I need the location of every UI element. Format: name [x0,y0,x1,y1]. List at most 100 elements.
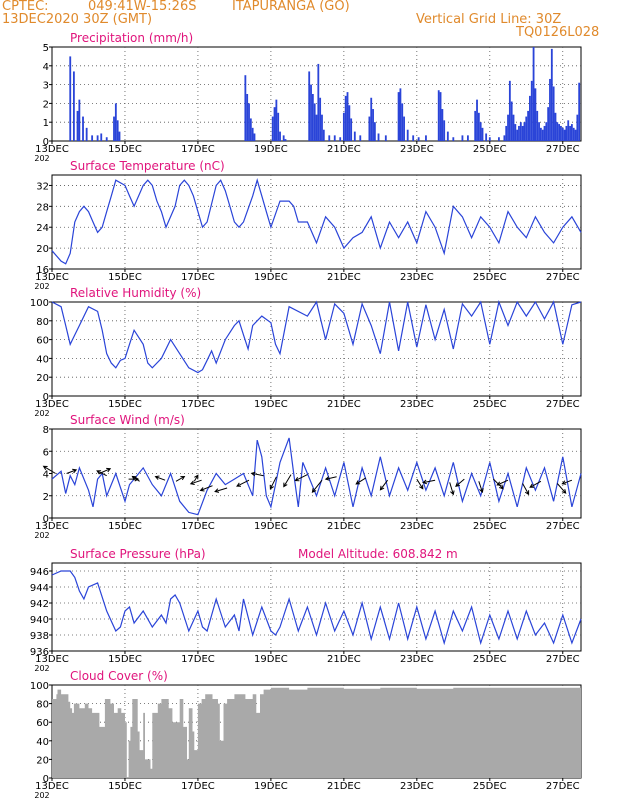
cloud-cover-ytick-label: 0 [43,774,49,785]
precipitation-bar [82,116,84,141]
precipitation-ytick-label: 4 [43,62,49,73]
precipitation-bar [476,99,478,141]
cloud-cover-xtick-label: 21DEC [327,781,361,792]
precipitation-bar [498,137,500,141]
wind-arrow [42,465,56,474]
humidity-ytick-label: 20 [36,373,49,384]
precipitation-bar [403,116,405,141]
precipitation-bar [321,114,323,141]
temperature-ytick-label: 28 [36,202,49,213]
source-label: CPTEC: [2,0,49,14]
precipitation-bar [251,127,254,141]
wind-arrow [311,479,323,494]
wind-arrow [154,475,166,481]
precipitation-bar [508,80,511,141]
temperature-xtick-label: 27DEC [546,272,580,283]
precipitation-bar [244,75,247,141]
precipitation-bar [72,71,75,141]
temperature-xtick-label: 17DEC [181,272,215,283]
precipitation-bar [572,127,575,141]
precipitation-ytick-label: 2 [43,99,49,110]
precipitation-bar [322,129,325,141]
pressure-ytick-label: 946 [30,567,49,578]
wind-ytick-label: 4 [43,470,49,481]
precipitation-bar [474,110,477,141]
precipitation-bar [529,95,531,141]
precipitation-xtick-label: 15DEC [108,144,142,155]
wind-arrow [355,477,367,485]
wind-arrow [478,481,484,494]
precipitation-bar [461,135,464,141]
wind-arrow [416,478,424,490]
precipitation-bar [85,127,88,141]
pressure-line [51,570,582,646]
wind-arrow [294,474,308,482]
precipitation-bar [114,103,117,141]
precipitation-bar [348,105,351,141]
precipitation-bar [113,116,115,141]
precipitation-bar [96,135,99,141]
humidity-line [51,299,582,374]
precipitation-xtick-label: 13DEC [35,144,69,155]
precipitation-bar [570,124,573,141]
temperature-ytick-label: 32 [36,181,49,192]
wind-ytick-label: 2 [43,492,49,503]
humidity-xtick-label: 13DEC [35,399,69,410]
humidity-ytick-label: 100 [30,298,49,309]
wind-xtick-label: 19DEC [254,521,288,532]
precipitation-bar [359,135,362,141]
precipitation-bar [527,110,530,141]
precipitation-bar [481,127,484,141]
cloud-cover-area [52,687,581,778]
precipitation-bar [275,99,278,141]
precipitation-bar [574,129,577,141]
cloud-cover-xtick-label: 27DEC [546,781,580,792]
precipitation-bar [523,122,526,141]
temperature-xtick-label: 21DEC [327,272,361,283]
wind-arrow [131,475,140,482]
pressure-ytick-label: 942 [30,599,49,610]
precipitation-bar [441,109,444,141]
precipitation-bar [311,94,314,141]
precipitation-bar [333,135,336,141]
cloud-cover-xtick-label: 19DEC [254,781,288,792]
precipitation-bar [446,131,449,141]
precipitation-bar [397,92,400,141]
precipitation-xtick-label: 27DEC [546,144,580,155]
precipitation-bar [271,116,274,141]
pressure-xtick-label: 27DEC [546,654,580,665]
precipitation-bar [373,122,376,141]
wind-arrow [214,487,228,493]
precipitation-bar [344,95,347,141]
wind-arrow [66,468,78,474]
wind-ytick-label: 8 [43,425,49,436]
precipitation-bar [350,118,353,141]
precipitation-bar [549,78,551,141]
precipitation-bar [565,125,568,141]
precipitation-bar [543,125,546,141]
precipitation-bar [561,127,564,141]
precipitation-bar [569,125,571,141]
precipitation-bar [317,63,320,141]
precipitation-xtick-label: 23DEC [400,144,434,155]
precipitation-bar [417,137,420,141]
precipitation-bar [368,116,371,141]
cloud-cover-xtick-label: 15DEC [108,781,142,792]
cloud-cover-ytick-label: 20 [36,755,49,766]
precipitation-bar [536,110,539,141]
precipitation-bar [512,114,515,141]
precipitation-xtick-label: 21DEC [327,144,361,155]
pressure-xtick-label: 13DEC [35,654,69,665]
wind-xtick-label: 25DEC [473,521,507,532]
pressure-ytick-label: 936 [30,647,49,658]
precipitation-bar [563,129,566,141]
temperature-title: Surface Temperature (nC) [70,159,225,173]
grid-note-label: Vertical Grid Line: 30Z [416,12,562,27]
precipitation-bar [370,97,373,141]
temperature-xtick-label: 13DEC [35,272,69,283]
precipitation-bar [253,133,256,141]
wind-xtick-label: 15DEC [108,521,142,532]
precipitation-bar [556,122,559,141]
precipitation-bar [550,48,553,141]
date-label: 13DEC2020 30Z (GMT) [2,12,153,27]
